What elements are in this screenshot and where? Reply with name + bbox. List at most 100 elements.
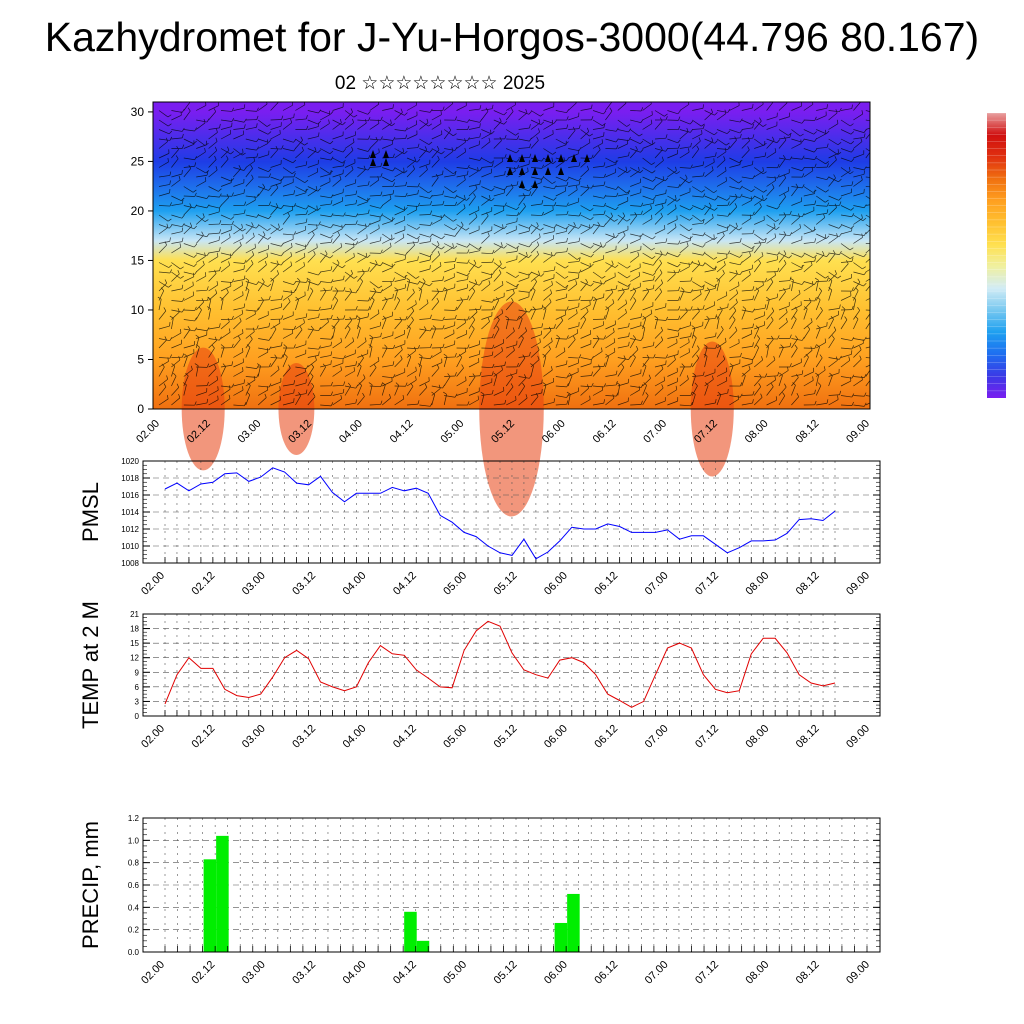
pmsl-x-tick-label: 03.00 xyxy=(240,570,268,598)
wind-barb xyxy=(766,399,777,406)
wind-barb-flag xyxy=(317,281,322,286)
wind-barb xyxy=(171,114,182,121)
wind-barb xyxy=(741,255,751,263)
wind-barb-flag xyxy=(330,391,333,396)
wind-barb-flag xyxy=(415,366,417,371)
wind-barb xyxy=(716,371,727,377)
cross-section-y-tick-label: 10 xyxy=(131,303,145,317)
wind-barb-flag xyxy=(776,226,780,230)
wind-barb-flag xyxy=(770,383,774,387)
wind-barb xyxy=(853,338,865,341)
wind-barb xyxy=(444,309,456,311)
wind-barb-flag xyxy=(799,224,801,229)
wind-barb-flag xyxy=(825,199,829,203)
wind-barb xyxy=(295,222,307,225)
wind-barb-flag xyxy=(688,262,690,267)
wind-barb xyxy=(220,385,232,388)
wind-barb xyxy=(568,271,580,274)
wind-barb xyxy=(580,188,589,197)
wind-barb-flag xyxy=(368,117,371,121)
wind-barb xyxy=(357,272,365,282)
wind-barb-flag xyxy=(758,383,762,387)
wind-barb-flag xyxy=(723,261,726,266)
wind-barb xyxy=(295,329,303,339)
wind-barb xyxy=(506,148,517,154)
wind-barb xyxy=(753,347,760,358)
wind-barb-flag xyxy=(175,155,179,160)
wind-barb-flag xyxy=(839,107,842,112)
wind-barb xyxy=(171,332,182,339)
wind-barb xyxy=(667,389,677,396)
wind-barb xyxy=(555,288,567,292)
wind-barb-flag xyxy=(752,295,755,300)
wind-barb xyxy=(493,110,505,116)
wind-barb-flag xyxy=(273,325,277,330)
wind-barb-flag xyxy=(696,145,700,150)
wind-barb xyxy=(257,264,267,273)
wind-barb xyxy=(468,281,480,286)
wind-barb-flag xyxy=(877,355,879,359)
wind-barb-flag xyxy=(762,124,767,127)
wind-barb xyxy=(667,359,676,368)
wind-barb xyxy=(456,179,466,187)
wind-barb-flag xyxy=(610,212,613,217)
wind-barb xyxy=(233,332,244,339)
wind-barb-flag xyxy=(206,204,210,209)
wind-barb xyxy=(456,262,468,264)
wind-barb xyxy=(295,248,306,254)
wind-barb xyxy=(444,233,456,237)
precip-x-tick-label: 07.00 xyxy=(643,959,671,987)
wind-barb xyxy=(456,195,467,201)
wind-barb-flag xyxy=(615,206,619,211)
wind-barb xyxy=(295,344,306,349)
wind-barb-flag xyxy=(204,272,207,277)
wind-barb xyxy=(394,300,401,311)
wind-barb-flag xyxy=(660,250,663,255)
wind-barb xyxy=(592,385,604,388)
wind-barb xyxy=(741,369,751,377)
wind-barb xyxy=(233,134,244,140)
wind-barb-flag xyxy=(198,306,202,311)
wind-barb-flag xyxy=(368,267,370,272)
wind-barb-flag xyxy=(762,167,764,172)
wind-barb xyxy=(258,248,269,254)
wind-barb-flag xyxy=(553,224,557,229)
wind-barb-flag xyxy=(194,363,199,366)
wind-barb-flag xyxy=(417,238,420,243)
wind-barb xyxy=(394,167,405,174)
wind-barb xyxy=(803,284,814,292)
wind-barb-flag xyxy=(312,231,315,235)
wind-barb-flag xyxy=(252,232,255,237)
wind-barb-flag xyxy=(771,98,773,101)
wind-barb xyxy=(605,276,616,282)
wind-barb-flag xyxy=(551,280,553,285)
wind-barb-flag xyxy=(206,327,210,331)
wind-barb xyxy=(840,263,849,273)
wind-barb-flag xyxy=(702,285,705,290)
wind-barb-flag xyxy=(424,383,428,388)
wind-barb-flag xyxy=(464,318,466,323)
wind-barb xyxy=(196,119,208,123)
wind-barb-flag xyxy=(283,344,287,348)
wind-barb xyxy=(716,380,727,387)
wind-barb-flag xyxy=(429,108,433,113)
wind-barb xyxy=(332,392,344,396)
wind-barb-flag xyxy=(650,214,653,219)
wind-barb-flag xyxy=(760,393,763,398)
wind-barb xyxy=(530,176,542,180)
wind-barb-flag xyxy=(268,187,272,191)
wind-barb-flag xyxy=(715,332,717,337)
wind-barb-flag xyxy=(701,284,706,288)
wind-barb-flag xyxy=(417,202,421,207)
wind-barb xyxy=(270,119,282,121)
colorbar xyxy=(987,112,1006,398)
temp-frame xyxy=(142,613,881,717)
wind-barb xyxy=(419,356,423,368)
wind-barb xyxy=(654,318,659,330)
wind-barb-flag xyxy=(764,304,767,309)
wind-barb-flag xyxy=(660,326,664,331)
wind-barb-flag xyxy=(230,216,235,220)
wind-barb xyxy=(394,333,405,339)
wind-barb-flag xyxy=(591,382,594,387)
wind-barb xyxy=(158,119,169,127)
